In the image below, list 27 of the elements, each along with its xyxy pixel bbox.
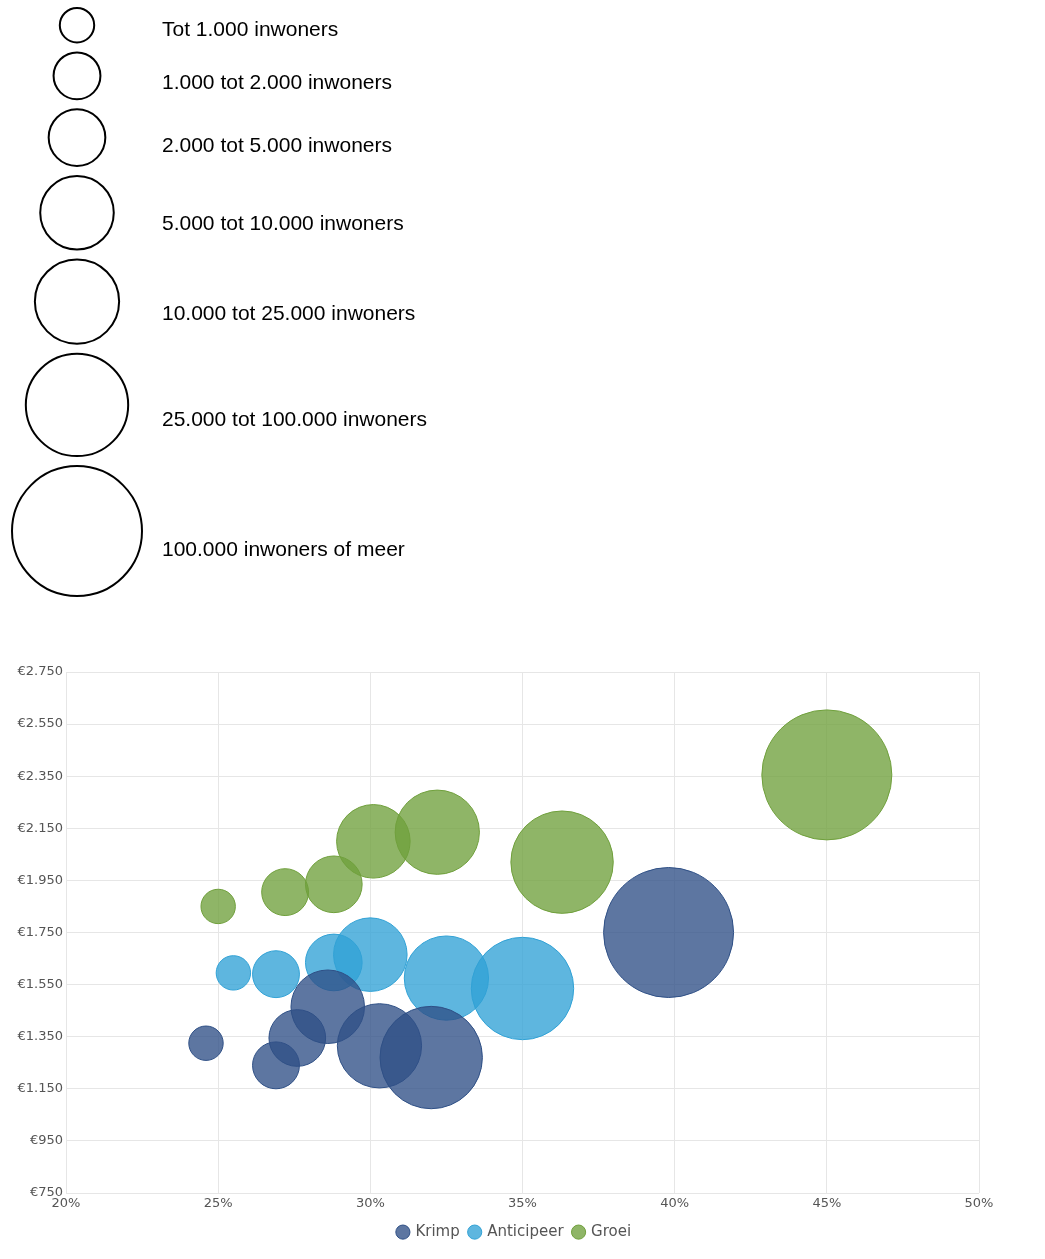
y-tick-label: €2.550 — [17, 715, 63, 731]
legend-label: 10.000 tot 25.000 inwoners — [162, 301, 416, 325]
y-tick-label: €1.750 — [17, 923, 63, 939]
y-tick-label: €1.550 — [17, 975, 63, 991]
legend-label: Krimp — [415, 1221, 460, 1240]
y-tick-label: €1.950 — [17, 871, 63, 887]
legend-label: Anticipeer — [487, 1221, 565, 1240]
legend-label: 2.000 tot 5.000 inwoners — [162, 132, 392, 156]
y-tick-label: €1.350 — [17, 1028, 63, 1044]
legend-label: 1.000 tot 2.000 inwoners — [162, 69, 392, 93]
y-tick-label: €2.750 — [17, 663, 63, 679]
legend-label: 5.000 tot 10.000 inwoners — [162, 210, 404, 234]
x-tick-label: 40% — [660, 1195, 690, 1211]
x-tick-label: 30% — [355, 1195, 385, 1211]
y-tick-label: €1.150 — [17, 1080, 63, 1096]
legend-label: Groei — [591, 1221, 632, 1240]
x-tick-label: 25% — [203, 1195, 233, 1211]
x-tick-label: 50% — [964, 1195, 994, 1211]
y-tick-label: €2.350 — [17, 767, 63, 783]
x-tick-label: 45% — [812, 1195, 842, 1211]
y-tick-label: €2.150 — [17, 819, 63, 835]
legend-label: Tot 1.000 inwoners — [162, 17, 339, 41]
legend-label: 25.000 tot 100.000 inwoners — [162, 407, 428, 431]
y-tick-label: €950 — [29, 1132, 63, 1148]
legend-label: 100.000 inwoners of meer — [162, 537, 405, 561]
x-tick-label: 35% — [508, 1195, 537, 1211]
x-tick-label: 20% — [51, 1195, 81, 1211]
